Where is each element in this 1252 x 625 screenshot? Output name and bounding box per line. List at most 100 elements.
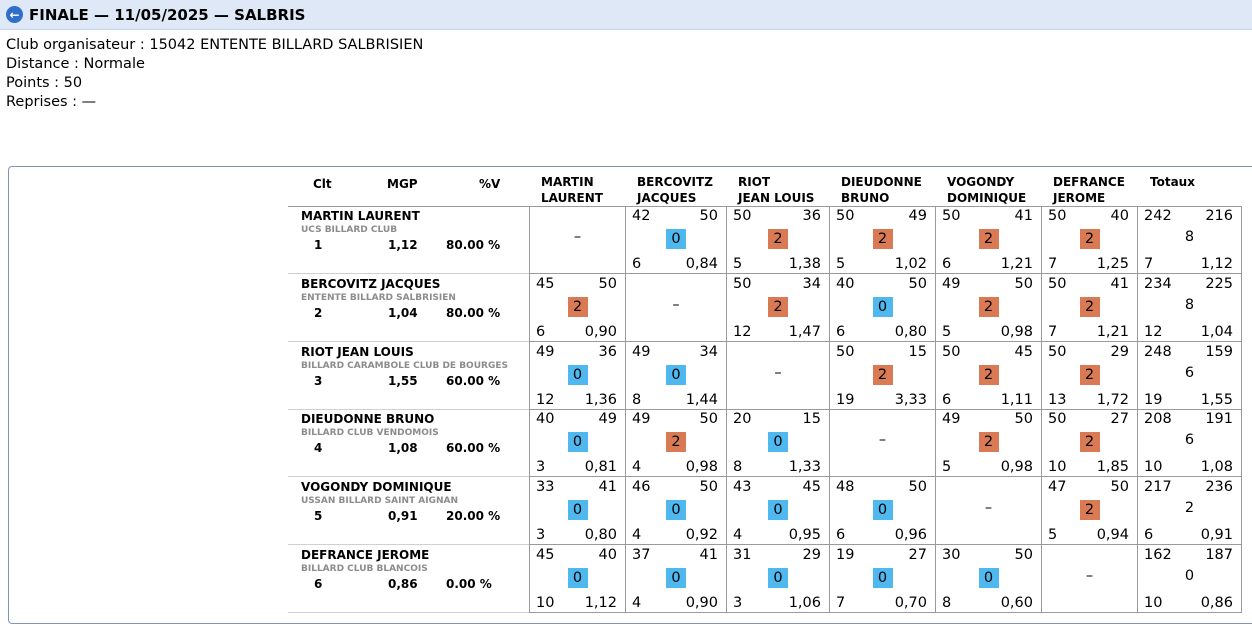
no-match-marker: – [984, 500, 993, 516]
average: 1,06 [788, 595, 821, 611]
match-points-badge: 0 [666, 365, 686, 385]
match-points-badge: 2 [1079, 297, 1100, 317]
player-name: MARTIN LAURENT [301, 209, 420, 223]
player-row-info: BERCOVITZ JACQUES ENTENTE BILLARD SALBRIS… [288, 274, 529, 342]
player-name: VOGONDY DOMINIQUE [301, 480, 452, 494]
match-cell: – [829, 409, 935, 477]
totals-cell: 234 225 8 12 1,04 [1137, 274, 1242, 342]
average: 1,08 [1200, 459, 1233, 475]
score-player: 234 [1144, 276, 1172, 292]
innings: 8 [632, 392, 642, 408]
average: 0,90 [584, 324, 617, 340]
score-player: 217 [1144, 479, 1172, 495]
match-cell: 50 40 2 7 1,25 [1041, 206, 1137, 274]
match-points-badge: 0 [666, 500, 686, 520]
match-cell: 50 36 2 5 1,38 [726, 206, 829, 274]
score-opponent: 34 [699, 344, 718, 360]
match-points-badge: 2 [872, 229, 893, 249]
average: 1,12 [584, 595, 617, 611]
score-opponent: 15 [802, 411, 821, 427]
average: 1,21 [1000, 256, 1033, 272]
score-player: 46 [632, 479, 651, 495]
player-name: BERCOVITZ JACQUES [301, 277, 441, 291]
player-mgp: 1,08 [388, 441, 418, 455]
score-opponent: 216 [1205, 208, 1233, 224]
score-opponent: 29 [1110, 344, 1129, 360]
match-cell: 50 29 2 13 1,72 [1041, 342, 1137, 410]
innings: 5 [733, 256, 743, 272]
match-points-badge: 2 [978, 432, 999, 452]
player-rank: 1 [314, 238, 323, 252]
innings: 4 [733, 527, 743, 543]
score-player: 50 [1048, 411, 1067, 427]
totals-cell: 217 236 2 6 0,91 [1137, 477, 1242, 545]
average: 0,86 [1200, 595, 1233, 611]
average: 1,47 [788, 324, 821, 340]
player-win-pct: 80.00 % [446, 306, 501, 320]
totals-cell: 162 187 0 10 0,86 [1137, 545, 1242, 613]
average: 1,04 [1200, 324, 1233, 340]
arrow-left-icon[interactable]: ← [6, 6, 23, 23]
match-points-badge: 0 [666, 229, 686, 249]
player-row-info: VOGONDY DOMINIQUE USSAN BILLARD SAINT AIG… [288, 477, 529, 545]
score-opponent: 41 [1110, 276, 1129, 292]
score-player: 45 [536, 547, 555, 563]
match-cell: – [625, 274, 726, 342]
score-player: 50 [836, 208, 855, 224]
distance: Distance : Normale [6, 56, 145, 72]
innings: 3 [536, 459, 546, 475]
score-opponent: 41 [1014, 208, 1033, 224]
score-opponent: 29 [802, 547, 821, 563]
average: 1,12 [1200, 256, 1233, 272]
header-opponent-line2: JEAN LOUIS [738, 191, 815, 205]
innings: 6 [632, 256, 642, 272]
player-win-pct: 60.00 % [446, 374, 501, 388]
player-name: RIOT JEAN LOUIS [301, 345, 414, 359]
score-player: 50 [942, 208, 961, 224]
score-player: 37 [632, 547, 651, 563]
match-points-badge: 0 [567, 500, 588, 520]
match-points-badge: 2 [1079, 500, 1100, 520]
header-opponent-line1: RIOT [738, 175, 771, 189]
match-cell: 50 15 2 19 3,33 [829, 342, 935, 410]
average: 1,21 [1096, 324, 1129, 340]
player-win-pct: 60.00 % [446, 441, 501, 455]
match-cell: 20 15 0 8 1,33 [726, 409, 829, 477]
average: 0,98 [1000, 459, 1033, 475]
innings: 6 [536, 324, 546, 340]
average: 0,94 [1096, 527, 1129, 543]
innings: 12 [733, 324, 752, 340]
score-opponent: 41 [598, 479, 617, 495]
match-cell: 49 34 0 8 1,44 [625, 342, 726, 410]
average: 1,33 [788, 459, 821, 475]
score-player: 49 [942, 411, 961, 427]
organizer-club: Club organisateur : 15042 ENTENTE BILLAR… [6, 37, 424, 53]
total-points: 0 [1184, 568, 1195, 584]
totals-cell: 242 216 8 7 1,12 [1137, 206, 1242, 274]
match-cell: 50 49 2 5 1,02 [829, 206, 935, 274]
match-cell: – [726, 342, 829, 410]
average: 0,96 [894, 527, 927, 543]
average: 0,90 [685, 595, 718, 611]
header-opponent-line1: DEFRANCE [1053, 175, 1125, 189]
score-player: 162 [1144, 547, 1172, 563]
reprises: Reprises : — [6, 94, 97, 110]
score-player: 40 [536, 411, 555, 427]
player-club: USSAN BILLARD SAINT AIGNAN [301, 496, 459, 506]
no-match-marker: – [774, 365, 782, 381]
average: 0,95 [788, 527, 821, 543]
innings: 7 [1048, 256, 1058, 272]
score-opponent: 191 [1205, 411, 1233, 427]
match-points-badge: 0 [872, 568, 893, 588]
score-opponent: 40 [598, 547, 617, 563]
score-player: 242 [1144, 208, 1172, 224]
score-opponent: 34 [802, 276, 821, 292]
player-win-pct: 0.00 % [446, 577, 492, 591]
score-player: 50 [733, 276, 752, 292]
player-rank: 4 [314, 441, 323, 455]
player-mgp: 1,04 [388, 306, 418, 320]
score-opponent: 50 [1014, 547, 1033, 563]
average: 1,85 [1096, 459, 1129, 475]
average: 0,92 [685, 527, 718, 543]
score-opponent: 50 [598, 276, 617, 292]
